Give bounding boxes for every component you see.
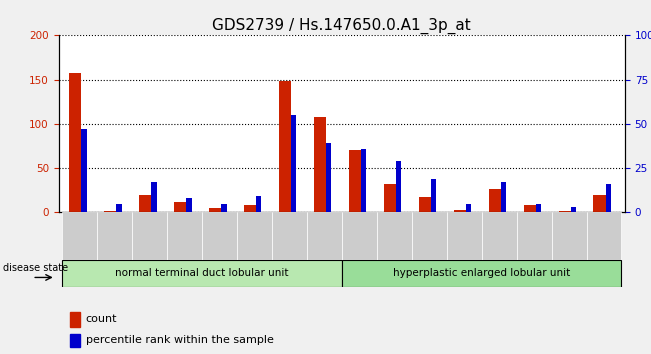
Bar <box>349 150 361 212</box>
Bar <box>594 195 605 212</box>
Bar <box>174 202 186 212</box>
Bar <box>139 195 151 212</box>
Bar <box>411 212 447 260</box>
Bar <box>571 207 576 212</box>
Bar <box>326 143 331 212</box>
Text: disease state: disease state <box>3 263 68 273</box>
Bar <box>151 182 157 212</box>
Text: normal terminal duct lobular unit: normal terminal duct lobular unit <box>115 268 288 279</box>
Bar <box>587 212 622 260</box>
Bar <box>559 211 571 212</box>
Bar <box>361 149 367 212</box>
Bar <box>186 198 191 212</box>
Bar <box>70 334 80 347</box>
Bar <box>132 212 167 260</box>
Bar <box>383 184 396 212</box>
Bar <box>70 312 80 326</box>
Bar <box>272 212 307 260</box>
Text: hyperplastic enlarged lobular unit: hyperplastic enlarged lobular unit <box>393 268 570 279</box>
Bar <box>81 129 87 212</box>
Bar <box>396 161 401 212</box>
Bar <box>62 212 97 260</box>
Bar <box>209 208 221 212</box>
Bar <box>482 212 517 260</box>
Bar <box>244 205 256 212</box>
Bar <box>291 115 296 212</box>
Bar <box>419 198 431 212</box>
Bar <box>256 196 262 212</box>
Bar <box>62 260 342 287</box>
Bar <box>342 212 377 260</box>
Bar <box>447 212 482 260</box>
Bar <box>454 210 466 212</box>
Bar <box>501 182 506 212</box>
Bar <box>221 204 227 212</box>
Bar <box>465 204 471 212</box>
Bar <box>551 212 587 260</box>
Bar <box>489 188 501 212</box>
Bar <box>69 73 81 212</box>
Bar <box>342 260 622 287</box>
Bar <box>279 81 291 212</box>
Text: percentile rank within the sample: percentile rank within the sample <box>86 335 273 346</box>
Title: GDS2739 / Hs.147650.0.A1_3p_at: GDS2739 / Hs.147650.0.A1_3p_at <box>212 18 471 34</box>
Bar <box>307 212 342 260</box>
Bar <box>116 204 122 212</box>
Bar <box>605 184 611 212</box>
Bar <box>523 205 536 212</box>
Bar <box>517 212 551 260</box>
Bar <box>314 117 326 212</box>
Bar <box>377 212 411 260</box>
Bar <box>167 212 202 260</box>
Bar <box>202 212 237 260</box>
Text: count: count <box>86 314 117 324</box>
Bar <box>104 211 117 212</box>
Bar <box>536 204 541 212</box>
Bar <box>431 179 436 212</box>
Bar <box>97 212 132 260</box>
Bar <box>237 212 272 260</box>
